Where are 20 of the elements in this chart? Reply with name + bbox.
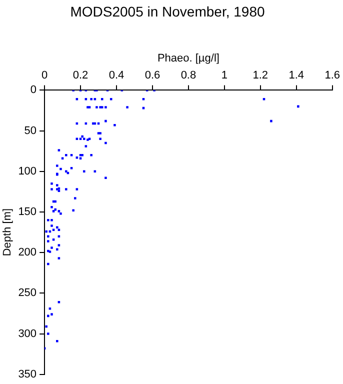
x-tick-label: 1.4 [288, 70, 304, 82]
y-tick-label: 300 [18, 328, 37, 340]
x-tick-label: 1.6 [324, 70, 340, 82]
x-tick-label: 0 [41, 70, 48, 82]
x-tick-label: 0.6 [144, 70, 160, 82]
y-tick-label: 250 [18, 287, 37, 300]
y-tick-label: 0 [30, 84, 37, 96]
y-tick-label: 150 [18, 206, 37, 218]
y-tick-label: 50 [24, 124, 37, 137]
x-axis-title: Phaeo. [µg/l] [157, 52, 220, 64]
x-tick-label: 0.2 [72, 70, 88, 82]
chart-title: MODS2005 in November, 1980 [70, 3, 265, 20]
x-tick-label: 1.2 [252, 70, 268, 82]
x-tick-label: 0.4 [108, 70, 124, 82]
y-axis-title: Depth [m] [2, 208, 14, 256]
y-tick-label: 100 [18, 165, 37, 178]
x-tick-label: 1 [221, 70, 228, 82]
x-tick-label: 0.8 [180, 70, 196, 82]
y-tick-label: 350 [18, 368, 37, 380]
y-tick-label: 200 [18, 246, 37, 259]
